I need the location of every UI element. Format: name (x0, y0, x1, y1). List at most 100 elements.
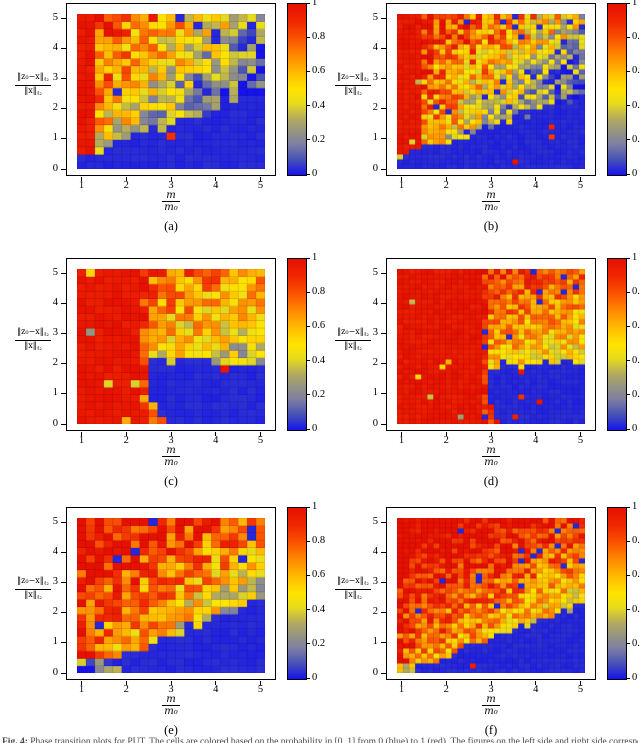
subplot-label: (a) (164, 219, 178, 233)
y-axis-tick (381, 138, 386, 140)
y-axis-tick-label: 1 (372, 387, 378, 399)
colorbar-tick (306, 394, 310, 396)
x-axis-tick-label: 1 (398, 435, 405, 446)
x-axis-label: m m₀ (451, 190, 531, 213)
colorbar-tick-label: 1 (312, 501, 318, 512)
y-axis-tick (381, 303, 386, 305)
y-axis-label-numerator: ‖z₀−x‖ℓ₂ (335, 327, 371, 341)
x-axis-tick (80, 177, 82, 181)
y-axis-label-denominator: ‖x‖ℓ₂ (335, 86, 371, 99)
y-axis-tick-label: 4 (52, 42, 58, 54)
colorbar-tick-label: 0.4 (632, 99, 640, 111)
y-label-den-main: ‖x‖ (344, 340, 357, 350)
y-axis-tick-label: 2 (372, 102, 378, 114)
caption-prefix: Fig. 4: (2, 737, 28, 743)
x-axis-tick (260, 681, 262, 685)
y-axis-tick-label: 2 (372, 606, 378, 618)
y-axis-tick-label: 3 (52, 72, 58, 84)
y-axis-tick (381, 78, 386, 80)
x-axis-label-numerator: m (482, 694, 500, 706)
y-axis-tick-label: 3 (52, 576, 58, 588)
y-label-den-sub: ℓ₂ (36, 594, 42, 601)
colorbar-tick (306, 2, 310, 4)
y-label-num-main: ‖z₀−x‖ (17, 327, 44, 336)
colorbar-tick-label: 0.2 (312, 637, 326, 649)
y-axis-tick (381, 363, 386, 365)
x-axis-label-denominator: m₀ (484, 202, 498, 213)
y-axis-label: ‖z₀−x‖ℓ₂ ‖x‖ℓ₂ (322, 72, 384, 99)
figure-caption-clipped: Fig. 4: Phase transition plots for PUT. … (2, 737, 638, 743)
colorbar-tick-label: 0 (312, 168, 318, 179)
x-axis-label-fraction: m m₀ (482, 190, 500, 213)
y-label-den-sub: ℓ₂ (36, 345, 42, 352)
x-axis-tick-label: 4 (213, 435, 219, 446)
colorbar-tick-label: 0.8 (632, 535, 640, 547)
x-axis-tick-label: 2 (123, 180, 129, 191)
y-axis-tick-label: 1 (372, 636, 378, 648)
colorbar-tick-label: 1 (632, 501, 638, 512)
y-axis-tick (61, 48, 66, 50)
x-axis-label-denominator: m₀ (164, 457, 178, 468)
y-axis-tick (381, 18, 386, 19)
heatmap-panel-c: ‖z₀−x‖ℓ₂ ‖x‖ℓ₂ 1 2 3 4 5 0 1 2 3 4 5 0 0.2 0.4 0.6 0.8 1 m m… (0, 252, 325, 505)
y-axis-tick (61, 582, 66, 584)
y-label-num-main: ‖z₀−x‖ (17, 576, 44, 585)
y-label-num-main: ‖z₀−x‖ (337, 72, 364, 81)
colorbar-tick-label: 1 (632, 0, 638, 8)
y-label-num-sub: ℓ₂ (43, 331, 49, 338)
y-label-num-main: ‖z₀−x‖ (337, 327, 364, 336)
colorbar-tick (306, 70, 310, 72)
y-axis-tick-label: 3 (52, 327, 58, 339)
caption-text: Phase transition plots for PUT. The cell… (30, 737, 638, 743)
colorbar-tick (626, 70, 630, 72)
x-axis-tick-label: 1 (398, 180, 405, 191)
y-axis-label-denominator: ‖x‖ℓ₂ (15, 590, 51, 603)
y-axis-label: ‖z₀−x‖ℓ₂ ‖x‖ℓ₂ (322, 576, 384, 603)
y-axis-label-fraction: ‖z₀−x‖ℓ₂ ‖x‖ℓ₂ (15, 72, 51, 99)
x-axis-label: m m₀ (131, 190, 211, 213)
x-axis-tick-label: 4 (533, 180, 539, 191)
x-axis-label-fraction: m m₀ (162, 445, 180, 468)
heatmap-panel-a: ‖z₀−x‖ℓ₂ ‖x‖ℓ₂ 1 2 3 4 5 0 1 2 3 4 5 0 0.2 0.4 0.6 0.8 1 m m… (0, 0, 325, 250)
y-label-den-main: ‖x‖ (24, 340, 37, 350)
y-label-num-main: ‖z₀−x‖ (17, 72, 44, 81)
y-axis-label-fraction: ‖z₀−x‖ℓ₂ ‖x‖ℓ₂ (335, 72, 371, 99)
colorbar-tick-label: 0.8 (312, 31, 326, 43)
y-axis-label-numerator: ‖z₀−x‖ℓ₂ (15, 327, 51, 341)
colorbar-tick-label: 0.4 (312, 354, 326, 366)
colorbar-tick (306, 609, 310, 611)
x-axis-tick (535, 177, 537, 181)
y-axis-tick (381, 672, 386, 674)
x-axis-tick-label: 1 (78, 684, 85, 695)
x-axis-tick-label: 2 (123, 435, 129, 446)
x-axis-label-numerator: m (162, 190, 180, 202)
colorbar-tick-label: 0.2 (312, 388, 326, 400)
x-axis-tick (170, 432, 172, 436)
y-axis-tick (61, 393, 66, 395)
colorbar-tick (306, 139, 310, 141)
colorbar-tick (626, 291, 630, 293)
x-axis-tick-label: 5 (257, 435, 264, 446)
colorbar-tick (626, 105, 630, 107)
y-axis-tick (381, 582, 386, 584)
x-axis-label-numerator: m (482, 445, 500, 457)
y-axis-tick-label: 3 (372, 72, 378, 84)
x-axis-tick-label: 1 (78, 435, 85, 446)
subplot-label: (d) (483, 474, 499, 488)
y-axis-tick-label: 4 (372, 546, 378, 558)
colorbar (287, 3, 307, 176)
colorbar-tick-label: 0 (312, 672, 318, 683)
y-axis-label-fraction: ‖z₀−x‖ℓ₂ ‖x‖ℓ₂ (335, 327, 371, 354)
colorbar-tick (626, 173, 630, 175)
y-axis-tick-label: 4 (52, 546, 58, 558)
x-axis-label: m m₀ (451, 694, 531, 717)
x-axis-tick (125, 177, 127, 181)
y-label-den-sub: ℓ₂ (356, 594, 362, 601)
subplot-label: (f) (484, 723, 498, 737)
colorbar-tick-label: 0.6 (312, 569, 326, 581)
colorbar-tick (626, 2, 630, 4)
x-axis-tick (170, 681, 172, 685)
y-axis-tick-label: 1 (52, 132, 58, 144)
colorbar-tick-label: 0 (632, 672, 638, 683)
heatmap-cells (77, 269, 265, 424)
